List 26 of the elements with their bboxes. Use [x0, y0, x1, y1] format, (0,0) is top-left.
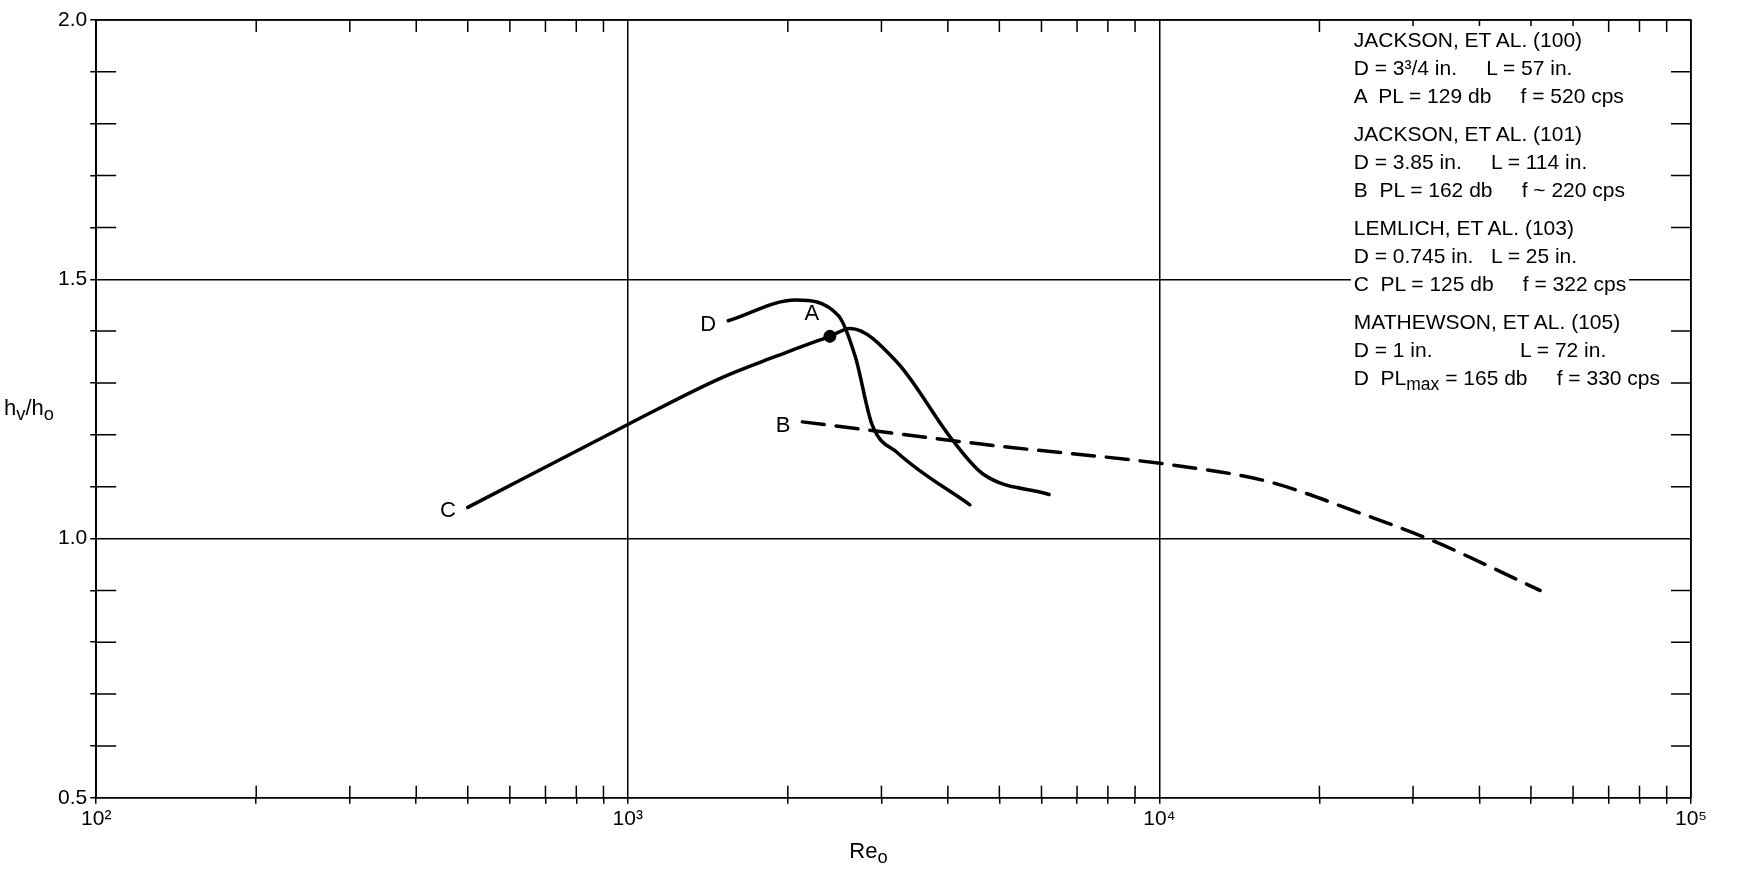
- x-tick-label: 10²: [81, 806, 112, 830]
- x-tick-label: 10³: [612, 806, 643, 830]
- annotation: D = 3³/4 in. L = 57 in.: [1350, 54, 1576, 82]
- y-tick-label: 0.5: [57, 784, 88, 808]
- x-tick-label: 10⁴: [1143, 806, 1176, 830]
- x-axis-title: Re$_{o}$: [848, 838, 889, 869]
- annotation: C PL = 125 db f = 322 cps: [1350, 270, 1630, 298]
- annotation: B PL = 162 db f ~ 220 cps: [1350, 176, 1628, 204]
- annotation: D = 3.85 in. L = 114 in.: [1350, 148, 1591, 176]
- annotation: LEMLICH, ET AL. (103): [1350, 214, 1577, 242]
- series-label: A: [804, 300, 820, 326]
- y-axis-title: h$_{v}$/h$_{o}$: [4, 395, 54, 426]
- x-tick-label: 10⁵: [1674, 806, 1708, 830]
- annotation: D = 0.745 in. L = 25 in.: [1350, 242, 1581, 270]
- series-label: B: [775, 411, 791, 437]
- y-tick-label: 1.0: [57, 525, 88, 549]
- y-tick-label: 2.0: [57, 6, 88, 30]
- annotation: MATHEWSON, ET AL. (105): [1350, 308, 1624, 336]
- annotation: JACKSON, ET AL. (101): [1350, 120, 1586, 148]
- annotation: A PL = 129 db f = 520 cps: [1350, 82, 1627, 110]
- annotation: JACKSON, ET AL. (100): [1350, 26, 1586, 54]
- y-tick-label: 1.5: [57, 266, 88, 290]
- annotation: D PL$_{max}$ = 165 db f = 330 cps: [1350, 364, 1663, 399]
- series-label: C: [439, 497, 456, 523]
- annotation: D = 1 in. L = 72 in.: [1350, 336, 1610, 364]
- series-label: D: [700, 310, 717, 336]
